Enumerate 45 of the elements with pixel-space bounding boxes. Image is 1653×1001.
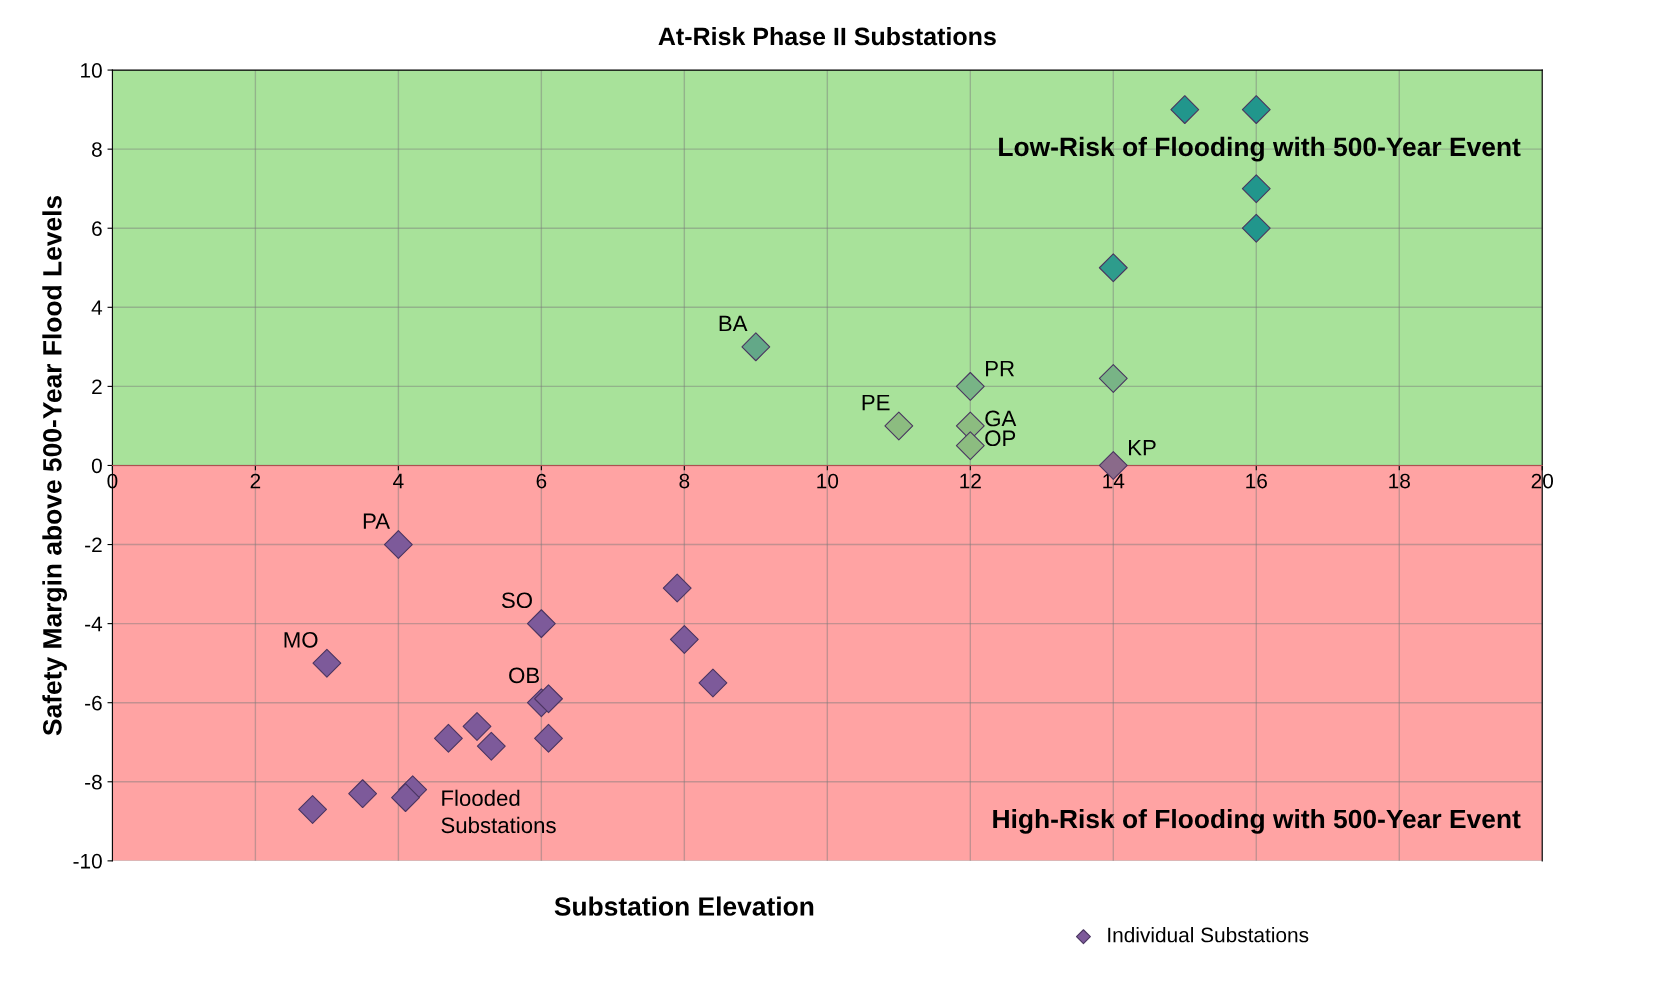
y-tick-label: 0 [91, 458, 102, 474]
x-tick-label: 10 [817, 473, 839, 489]
band-label: High-Risk of Flooding with 500-Year Event [993, 808, 1521, 834]
x-tick-label: 16 [1246, 473, 1267, 489]
annotation: Flooded Substations [441, 789, 556, 834]
point [1241, 95, 1271, 125]
x-axis-title: Substation Elevation [554, 896, 814, 916]
annotation: GA [985, 410, 1017, 427]
annotation: BA [719, 315, 748, 332]
point [433, 723, 463, 753]
annotation: KP [1129, 440, 1156, 456]
annotation: PR [986, 360, 1015, 377]
x-tick-label: 6 [536, 473, 547, 489]
point [662, 573, 692, 603]
y-tick-label: -6 [85, 695, 102, 711]
point [1170, 95, 1200, 125]
annotation: MO [284, 631, 318, 648]
y-tick-label: -8 [85, 774, 102, 790]
x-tick-label: 4 [393, 473, 404, 489]
annotation: OP [985, 430, 1016, 447]
x-tick-label: 8 [679, 473, 690, 489]
y-tick-label: 10 [81, 63, 102, 78]
point [534, 723, 563, 753]
x-tick-label: 18 [1389, 473, 1410, 489]
x-tick-label: 14 [1103, 473, 1125, 489]
y-tick-label: 8 [92, 142, 102, 157]
y-tick-label: -10 [73, 853, 102, 869]
legend-label: Individual Substations [1108, 927, 1309, 943]
y-tick-label: 6 [92, 221, 102, 236]
y-tick-label: 2 [92, 379, 102, 394]
x-tick-label: 2 [250, 473, 261, 489]
y-axis-title: Safety Margin above 500-Year Flood Levels [42, 195, 68, 736]
y-tick-label: -2 [85, 537, 102, 553]
annotation: SO [501, 592, 532, 609]
annotation: PE [862, 394, 890, 411]
y-tick-label: 4 [91, 300, 103, 315]
point [462, 711, 492, 741]
point [534, 684, 563, 714]
annotation: OB [509, 667, 539, 684]
annotation: PA [363, 513, 390, 529]
point [1098, 364, 1128, 393]
band-label: Low-Risk of Flooding with 500-Year Event [999, 136, 1521, 162]
y-tick-label: -4 [85, 616, 103, 632]
x-tick-label: 12 [960, 473, 981, 489]
chart-title: At-Risk Phase II Substations [658, 26, 996, 46]
